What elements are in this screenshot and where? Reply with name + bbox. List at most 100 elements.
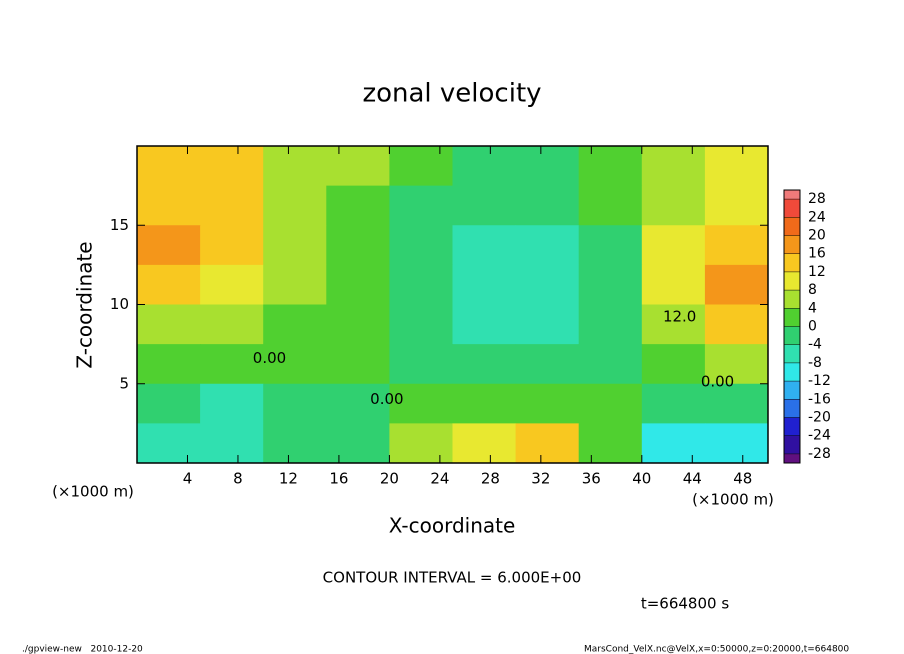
colorbar-tick-label: -16: [808, 391, 831, 407]
cell: [578, 225, 643, 266]
cell: [452, 383, 517, 424]
colorbar-band: [784, 344, 800, 363]
cell: [515, 264, 580, 305]
cell: [137, 264, 201, 305]
cell: [704, 304, 769, 345]
footer-right: MarsCond_VelX.nc@VelX,x=0:50000,z=0:2000…: [584, 645, 849, 654]
x-tick-label: 12: [279, 470, 298, 488]
x-tick-label: 40: [632, 470, 651, 488]
cell: [452, 423, 517, 464]
cell: [263, 264, 327, 305]
colorbar-tick-label: -4: [808, 337, 822, 353]
cell: [263, 146, 327, 187]
colorbar-tick-label: 12: [808, 264, 826, 280]
cell: [515, 304, 580, 345]
colorbar-band: [784, 253, 800, 272]
contour-label: 0.00: [370, 390, 403, 408]
colorbar-tick-label: -8: [808, 355, 822, 371]
cell: [641, 383, 706, 424]
colorbar-band: [784, 435, 800, 454]
colorbar-band: [784, 326, 800, 345]
cell: [326, 304, 390, 345]
colorbar-tick-label: 24: [808, 209, 826, 225]
cell: [515, 225, 580, 266]
cell: [263, 304, 327, 345]
contour-label: 0.00: [253, 349, 286, 367]
cell: [389, 264, 453, 305]
cell: [200, 344, 264, 385]
cell: [452, 264, 517, 305]
cell: [704, 185, 769, 226]
cell: [389, 383, 453, 424]
cell: [200, 264, 264, 305]
cell: [452, 344, 517, 385]
cell: [641, 264, 706, 305]
cell: [137, 383, 201, 424]
colorbar-band: [784, 290, 800, 309]
cell: [515, 185, 580, 226]
cell: [389, 344, 453, 385]
cell: [578, 344, 643, 385]
colorbar-band: [784, 190, 800, 200]
y-unit: (×1000 m): [52, 483, 134, 501]
cell: [137, 225, 201, 266]
y-axis-label: Z-coordinate: [73, 241, 97, 368]
y-tick-label: 15: [110, 216, 129, 234]
cell: [515, 344, 580, 385]
cell: [704, 423, 769, 464]
cell: [263, 344, 327, 385]
contour-label: 0.00: [701, 373, 734, 391]
cell: [452, 185, 517, 226]
colorbar-tick-label: -20: [808, 410, 831, 426]
cell: [704, 383, 769, 424]
cell: [326, 185, 390, 226]
cell: [137, 423, 201, 464]
cell: [326, 383, 390, 424]
cell: [704, 146, 769, 187]
colorbar-tick-label: 8: [808, 282, 817, 298]
cell: [578, 264, 643, 305]
colorbar-band: [784, 217, 800, 236]
colorbar-tick-label: 28: [808, 191, 826, 207]
cell: [389, 304, 453, 345]
x-tick-label: 4: [183, 470, 193, 488]
cell: [263, 225, 327, 266]
cell: [326, 146, 390, 187]
contour-interval: CONTOUR INTERVAL = 6.000E+00: [323, 569, 582, 587]
cell: [578, 185, 643, 226]
colorbar-tick-label: -24: [808, 428, 831, 444]
contour-label: 12.0: [663, 308, 696, 326]
cell: [515, 146, 580, 187]
cell: [641, 304, 706, 345]
cell: [641, 225, 706, 266]
colorbar-tick-label: 4: [808, 300, 817, 316]
cell: [389, 185, 453, 226]
cell: [200, 225, 264, 266]
y-tick-label: 5: [119, 374, 129, 392]
cell: [641, 423, 706, 464]
cell: [137, 344, 201, 385]
cell: [263, 423, 327, 464]
colorbar-band: [784, 381, 800, 400]
cell: [326, 344, 390, 385]
cell: [389, 423, 453, 464]
cell: [200, 304, 264, 345]
colorbar-tick-label: 16: [808, 246, 826, 262]
cell: [263, 185, 327, 226]
cell: [137, 146, 201, 187]
cell: [200, 146, 264, 187]
cell: [452, 146, 517, 187]
cell: [200, 383, 264, 424]
cell: [641, 146, 706, 187]
x-tick-label: 44: [683, 470, 702, 488]
cell: [704, 225, 769, 266]
cell: [515, 383, 580, 424]
colorbar-band: [784, 417, 800, 436]
colorbar-band: [784, 199, 800, 218]
cell: [452, 304, 517, 345]
chart-title: zonal velocity: [362, 79, 541, 109]
cell: [704, 264, 769, 305]
x-tick-label: 20: [380, 470, 399, 488]
colorbar-band: [784, 308, 800, 327]
